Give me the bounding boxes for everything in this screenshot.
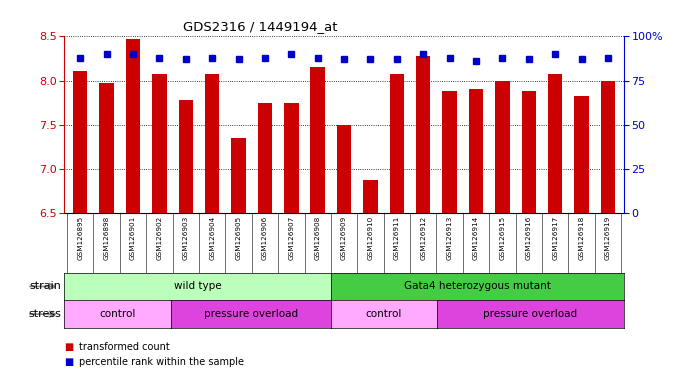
Bar bbox=[521, 91, 536, 213]
Bar bbox=[548, 74, 563, 213]
Text: GDS2316 / 1449194_at: GDS2316 / 1449194_at bbox=[183, 20, 338, 33]
Bar bbox=[152, 74, 167, 213]
Text: ■: ■ bbox=[64, 342, 74, 352]
Text: GSM126902: GSM126902 bbox=[157, 216, 163, 260]
Text: GSM126914: GSM126914 bbox=[473, 216, 479, 260]
Bar bbox=[205, 74, 220, 213]
Text: GSM126910: GSM126910 bbox=[367, 216, 374, 260]
Bar bbox=[311, 68, 325, 213]
Bar bbox=[73, 71, 87, 213]
Text: stress: stress bbox=[28, 309, 61, 319]
Bar bbox=[363, 180, 378, 213]
Text: GSM126919: GSM126919 bbox=[605, 216, 611, 260]
Bar bbox=[468, 89, 483, 213]
Text: wild type: wild type bbox=[174, 281, 222, 291]
Bar bbox=[495, 81, 510, 213]
Bar bbox=[574, 96, 589, 213]
Text: GSM126908: GSM126908 bbox=[315, 216, 321, 260]
Text: GSM126901: GSM126901 bbox=[130, 216, 136, 260]
Text: GSM126907: GSM126907 bbox=[288, 216, 294, 260]
Text: GSM126906: GSM126906 bbox=[262, 216, 268, 260]
Text: GSM126904: GSM126904 bbox=[209, 216, 215, 260]
Bar bbox=[601, 81, 615, 213]
Text: control: control bbox=[100, 309, 136, 319]
Text: GSM126917: GSM126917 bbox=[552, 216, 558, 260]
Text: GSM126909: GSM126909 bbox=[341, 216, 347, 260]
Text: pressure overload: pressure overload bbox=[204, 309, 298, 319]
Text: GSM126918: GSM126918 bbox=[578, 216, 584, 260]
Text: GSM126895: GSM126895 bbox=[77, 216, 83, 260]
Text: GSM126905: GSM126905 bbox=[235, 216, 241, 260]
Text: strain: strain bbox=[29, 281, 61, 291]
Text: GSM126903: GSM126903 bbox=[183, 216, 188, 260]
Text: ■: ■ bbox=[64, 358, 74, 367]
Bar bbox=[125, 39, 140, 213]
Text: GSM126915: GSM126915 bbox=[500, 216, 505, 260]
Bar bbox=[258, 103, 272, 213]
Bar bbox=[231, 138, 246, 213]
Bar bbox=[284, 103, 298, 213]
Bar bbox=[442, 91, 457, 213]
Bar bbox=[337, 125, 351, 213]
Text: pressure overload: pressure overload bbox=[483, 309, 578, 319]
Bar bbox=[178, 100, 193, 213]
Text: GSM126916: GSM126916 bbox=[525, 216, 532, 260]
Text: Gata4 heterozygous mutant: Gata4 heterozygous mutant bbox=[404, 281, 551, 291]
Bar bbox=[390, 74, 404, 213]
Text: GSM126913: GSM126913 bbox=[447, 216, 453, 260]
Bar bbox=[100, 83, 114, 213]
Text: control: control bbox=[366, 309, 402, 319]
Text: GSM126912: GSM126912 bbox=[420, 216, 426, 260]
Text: GSM126898: GSM126898 bbox=[104, 216, 110, 260]
Text: percentile rank within the sample: percentile rank within the sample bbox=[79, 358, 244, 367]
Text: GSM126911: GSM126911 bbox=[394, 216, 400, 260]
Bar bbox=[416, 56, 431, 213]
Text: transformed count: transformed count bbox=[79, 342, 170, 352]
